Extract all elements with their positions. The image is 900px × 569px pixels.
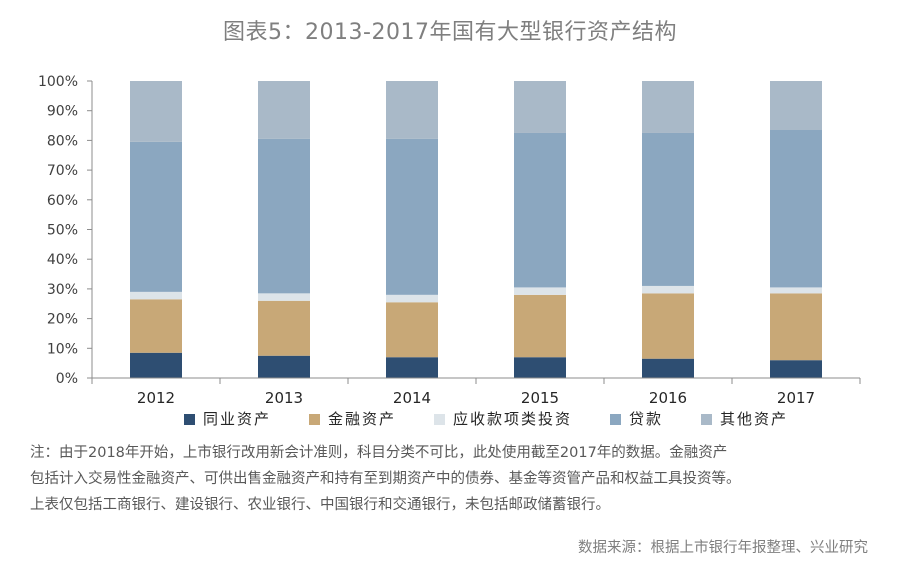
x-tick-label: 2014 bbox=[393, 389, 431, 407]
x-tick-label: 2013 bbox=[265, 389, 303, 407]
bar-segment bbox=[386, 138, 438, 295]
bar-segment bbox=[258, 293, 310, 301]
bar-segment bbox=[642, 132, 694, 286]
y-tick-label: 80% bbox=[47, 133, 78, 149]
bar-segment bbox=[130, 141, 182, 292]
bar-segment bbox=[130, 291, 182, 300]
data-source: 数据来源：根据上市银行年报整理、兴业研究 bbox=[578, 540, 868, 556]
legend-swatch bbox=[309, 414, 320, 425]
footnote-line-1: 注：由于2018年开始，上市银行改用新会计准则，科目分类不可比，此处使用截至20… bbox=[30, 445, 728, 461]
bar-segment bbox=[770, 360, 822, 378]
y-tick-label: 50% bbox=[47, 223, 78, 239]
bar-segment bbox=[258, 138, 310, 294]
x-tick-label: 2017 bbox=[777, 389, 815, 407]
y-tick-label: 90% bbox=[47, 104, 78, 120]
y-tick-label: 0% bbox=[56, 371, 78, 387]
bar-segment bbox=[514, 287, 566, 295]
legend-label: 贷款 bbox=[629, 410, 663, 428]
bar-segment bbox=[130, 299, 182, 353]
legend-label: 其他资产 bbox=[720, 410, 788, 428]
bar-segment bbox=[130, 352, 182, 378]
footnote-line-2: 包括计入交易性金融资产、可供出售金融资产和持有至到期资产中的债券、基金等资管产品… bbox=[30, 471, 741, 487]
bar-segment bbox=[642, 81, 694, 133]
y-tick-label: 30% bbox=[47, 282, 78, 298]
y-tick-label: 60% bbox=[47, 193, 78, 209]
y-tick-label: 10% bbox=[47, 341, 78, 357]
bar-segment bbox=[770, 287, 822, 294]
bar-segment bbox=[514, 132, 566, 288]
bar-segment bbox=[514, 81, 566, 133]
bar-segment bbox=[642, 285, 694, 294]
bar-segment bbox=[386, 294, 438, 303]
y-tick-label: 100% bbox=[38, 74, 78, 90]
bar-segment bbox=[770, 81, 822, 131]
bar-segment bbox=[386, 81, 438, 139]
legend-label: 金融资产 bbox=[328, 410, 396, 428]
bar-segment bbox=[642, 358, 694, 378]
x-tick-label: 2016 bbox=[649, 389, 687, 407]
bar-segment bbox=[258, 300, 310, 356]
bar-segment bbox=[386, 357, 438, 378]
legend-label: 应收款项类投资 bbox=[453, 410, 572, 428]
footnote: 注：由于2018年开始，上市银行改用新会计准则，科目分类不可比，此处使用截至20… bbox=[30, 440, 880, 518]
y-tick-label: 20% bbox=[47, 312, 78, 328]
bar-segment bbox=[770, 130, 822, 288]
x-tick-label: 2012 bbox=[137, 389, 175, 407]
bar-segment bbox=[130, 81, 182, 142]
y-tick-label: 40% bbox=[47, 252, 78, 268]
legend-swatch bbox=[701, 414, 712, 425]
x-tick-label: 2015 bbox=[521, 389, 559, 407]
stacked-bar-chart: 0% 10% 20% 30% 40% 50% 60% 70% 80% 90% 100% 2012 201… bbox=[38, 74, 861, 428]
y-tick-label: 70% bbox=[47, 163, 78, 179]
bar-segment bbox=[514, 294, 566, 358]
bar-segment bbox=[258, 355, 310, 378]
chart-title: 图表5：2013-2017年国有大型银行资产结构 bbox=[223, 20, 677, 45]
bar-segment bbox=[386, 302, 438, 358]
legend-swatch bbox=[184, 414, 195, 425]
legend-label: 同业资产 bbox=[203, 410, 271, 428]
bar-segment bbox=[770, 293, 822, 361]
bar-segment bbox=[514, 357, 566, 378]
bar-segment bbox=[642, 293, 694, 359]
legend-swatch bbox=[434, 414, 445, 425]
footnote-line-3: 上表仅包括工商银行、建设银行、农业银行、中国银行和交通银行，未包括邮政储蓄银行。 bbox=[30, 497, 610, 513]
bar-segment bbox=[258, 81, 310, 139]
legend-swatch bbox=[610, 414, 621, 425]
